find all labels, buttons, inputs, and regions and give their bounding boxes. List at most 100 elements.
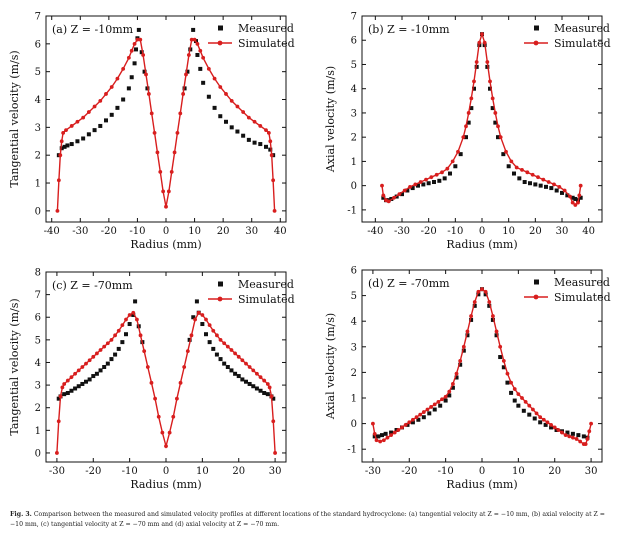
x-tick-label: 30 xyxy=(585,466,598,477)
simulated-point xyxy=(397,192,402,197)
simulated-point xyxy=(392,430,397,435)
simulated-point xyxy=(577,193,582,198)
measured-point xyxy=(134,47,138,52)
measured-point xyxy=(472,303,477,308)
simulated-point xyxy=(578,183,583,188)
simulated-point xyxy=(525,170,530,175)
measured-point xyxy=(258,388,263,393)
simulated-point xyxy=(392,195,396,200)
simulated-point xyxy=(269,153,274,158)
simulated-point xyxy=(91,354,96,359)
measured-point xyxy=(453,164,458,169)
legend-marker-simulated xyxy=(533,294,539,300)
simulated-point xyxy=(549,422,553,427)
simulated-point xyxy=(509,159,514,164)
y-tick-label: 0 xyxy=(351,419,357,430)
measured-point xyxy=(464,135,468,140)
measured-point xyxy=(490,106,495,111)
caption-label: Fig. 3. xyxy=(10,511,32,518)
y-axis-label: Axial velocity (m/s) xyxy=(324,313,337,420)
measured-point xyxy=(98,368,103,373)
measured-point xyxy=(59,146,64,151)
y-tick-label: 0 xyxy=(35,448,41,459)
measured-point xyxy=(120,340,125,345)
simulated-point xyxy=(472,79,476,84)
simulated-point xyxy=(480,32,484,37)
measured-point xyxy=(538,420,543,425)
simulated-point xyxy=(509,380,513,385)
measured-point xyxy=(496,135,500,140)
measured-point xyxy=(251,384,256,389)
measured-point xyxy=(450,385,455,390)
simulated-point xyxy=(212,76,217,81)
measured-point xyxy=(218,357,223,362)
y-axis-label: Tangential velocity (m/s) xyxy=(8,298,21,435)
panel-title: (c) Z = -70mm xyxy=(52,279,133,292)
simulated-point xyxy=(198,48,203,53)
measured-point xyxy=(458,362,463,367)
x-tick-label: -30 xyxy=(72,226,88,237)
measured-point xyxy=(421,415,426,420)
simulated-point xyxy=(541,417,546,422)
measured-point xyxy=(86,132,91,137)
simulated-point xyxy=(56,419,61,424)
simulated-point xyxy=(124,317,128,322)
simulated-point xyxy=(557,184,562,189)
measured-point xyxy=(400,192,404,197)
measured-point xyxy=(448,171,452,176)
simulated-point xyxy=(267,385,272,390)
simulated-point xyxy=(164,444,168,449)
measured-point xyxy=(204,332,208,337)
measured-point xyxy=(87,377,92,382)
simulated-point xyxy=(476,289,481,294)
measured-point xyxy=(389,430,394,435)
x-tick-label: 40 xyxy=(274,226,287,237)
measured-point xyxy=(254,386,259,391)
simulated-point xyxy=(385,435,390,440)
series-simulated xyxy=(55,37,277,213)
measured-point xyxy=(241,133,246,138)
series-line-simulated xyxy=(56,39,276,211)
simulated-point xyxy=(60,385,65,390)
simulated-point xyxy=(520,167,524,172)
measured-point xyxy=(264,144,268,149)
measured-point xyxy=(432,407,437,412)
simulated-point xyxy=(255,371,259,376)
measured-point xyxy=(454,375,459,380)
simulated-point xyxy=(374,438,379,443)
simulated-point xyxy=(464,124,468,129)
y-tick-label: 7 xyxy=(351,12,357,23)
measured-point xyxy=(488,86,492,91)
x-tick-label: -30 xyxy=(49,466,65,477)
legend-label: Measured xyxy=(554,22,610,35)
simulated-point xyxy=(570,200,575,205)
measured-point xyxy=(505,380,510,385)
simulated-point xyxy=(121,66,126,71)
simulated-point xyxy=(224,92,228,96)
simulated-point xyxy=(184,72,188,77)
measured-point xyxy=(129,75,134,80)
simulated-point xyxy=(144,72,148,77)
simulated-point xyxy=(153,396,157,401)
measured-point xyxy=(65,143,70,148)
measured-point xyxy=(416,417,421,422)
simulated-point xyxy=(186,53,191,57)
measured-point xyxy=(516,403,521,408)
measured-point xyxy=(581,434,586,439)
y-tick-label: 3 xyxy=(35,381,41,392)
simulated-point xyxy=(164,204,168,209)
measured-point xyxy=(532,416,537,421)
y-tick-label: 4 xyxy=(35,358,41,369)
measured-point xyxy=(214,352,219,357)
simulated-point xyxy=(104,92,108,96)
simulated-point xyxy=(458,358,463,363)
simulated-point xyxy=(201,55,206,60)
simulated-point xyxy=(451,382,455,386)
measured-point xyxy=(207,340,212,345)
measured-point xyxy=(240,377,245,382)
simulated-point xyxy=(76,368,81,373)
measured-point xyxy=(560,190,564,195)
simulated-point xyxy=(120,323,125,328)
y-tick-label: -1 xyxy=(347,205,357,216)
